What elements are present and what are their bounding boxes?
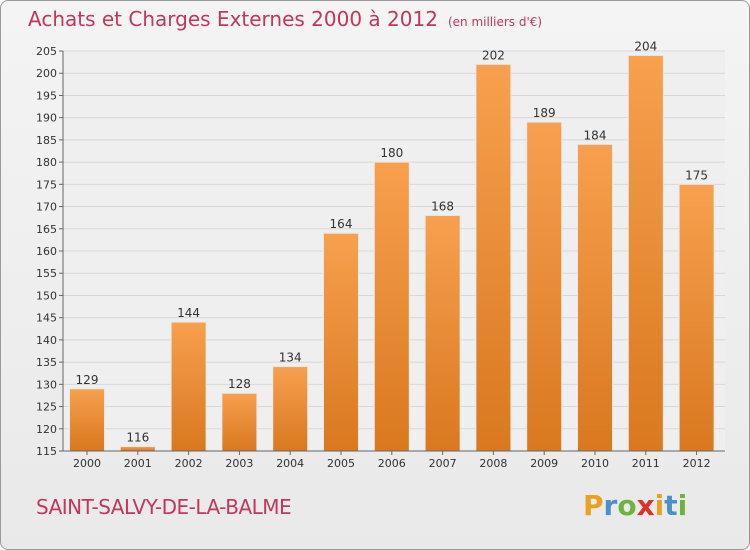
- x-tick-label: 2009: [530, 457, 558, 470]
- data-label: 128: [228, 377, 251, 391]
- bar: [424, 214, 461, 452]
- place-name: SAINT-SALVY-DE-LA-BALME: [36, 495, 292, 519]
- logo-letter: i: [654, 489, 665, 522]
- logo-letter: t: [664, 489, 678, 522]
- y-tick-label: 115: [36, 445, 57, 458]
- unit-label: (en milliers d'€): [447, 15, 543, 29]
- y-tick-label: 135: [36, 356, 57, 369]
- value-labels: 129 116 144 128 134 164 180 168 202 189 184 204 175: [76, 39, 709, 444]
- data-label: 180: [380, 146, 403, 160]
- bar: [119, 446, 156, 452]
- bar: [373, 161, 410, 452]
- y-tick-label: 190: [36, 112, 57, 125]
- x-tick-label: 2004: [276, 457, 304, 470]
- y-tick-label: 180: [36, 156, 57, 169]
- bars: [69, 54, 715, 452]
- y-tick-label: 205: [36, 45, 57, 58]
- title-text: Achats et Charges Externes 2000 à 2012: [28, 7, 438, 31]
- chart-title: Achats et Charges Externes 2000 à 2012 (e…: [28, 7, 542, 31]
- logo-letter: o: [617, 489, 637, 522]
- bar: [475, 63, 512, 452]
- y-tick-label: 185: [36, 134, 57, 147]
- logo-letter: x: [636, 489, 655, 522]
- y-tick-label: 195: [36, 89, 57, 102]
- x-tick-label: 2006: [378, 457, 406, 470]
- y-tick-label: 165: [36, 223, 57, 236]
- data-label: 204: [634, 39, 657, 53]
- y-tick-label: 130: [36, 378, 57, 391]
- y-tick-label: 125: [36, 401, 57, 414]
- bar: [323, 232, 359, 452]
- bar: [526, 121, 563, 452]
- x-tick-label: 2003: [225, 457, 253, 470]
- data-label: 164: [330, 217, 353, 231]
- x-tick-label: 2008: [479, 457, 507, 470]
- data-label: 189: [533, 106, 556, 120]
- x-axis: 2000 2001 2002 2003 2004 2005 2006 2007 2008 2009…: [63, 450, 725, 470]
- x-tick-label: 2001: [124, 457, 152, 470]
- x-tick-label: 2010: [581, 457, 609, 470]
- bar: [678, 183, 715, 452]
- logo-letter: r: [603, 489, 618, 522]
- y-tick-label: 200: [36, 67, 57, 80]
- x-tick-label: 2005: [327, 457, 355, 470]
- data-label: 116: [126, 431, 149, 445]
- data-label: 202: [482, 48, 505, 62]
- x-tick-label: 2007: [429, 457, 457, 470]
- x-tick-label: 2002: [175, 457, 203, 470]
- data-label: 144: [177, 306, 200, 320]
- data-label: 134: [279, 351, 302, 365]
- x-tick-label: 2012: [683, 457, 711, 470]
- bar: [69, 388, 105, 452]
- y-axis: 115 120 125 130 135 140 145 150 155 160 165 170 175 1…: [36, 45, 64, 458]
- data-label: 129: [76, 373, 99, 387]
- x-tick-label: 2000: [73, 457, 101, 470]
- proxiti-logo: Proxiti: [583, 489, 687, 522]
- y-tick-label: 145: [36, 312, 57, 325]
- x-tick-label: 2011: [632, 457, 660, 470]
- y-tick-label: 120: [36, 423, 57, 436]
- y-tick-label: 150: [36, 289, 57, 302]
- bar: [170, 321, 207, 452]
- logo-letter: i: [677, 489, 688, 522]
- y-tick-label: 140: [36, 334, 57, 347]
- y-tick-label: 155: [36, 267, 57, 280]
- data-label: 184: [584, 128, 607, 142]
- y-tick-label: 170: [36, 201, 57, 214]
- bar: [627, 54, 664, 452]
- y-tick-label: 160: [36, 245, 57, 258]
- bar: [577, 143, 613, 452]
- logo-letter: P: [583, 489, 604, 522]
- y-tick-label: 175: [36, 178, 57, 191]
- data-label: 168: [431, 199, 454, 213]
- bar: [272, 366, 309, 452]
- bar: [221, 392, 258, 452]
- data-label: 175: [685, 168, 708, 182]
